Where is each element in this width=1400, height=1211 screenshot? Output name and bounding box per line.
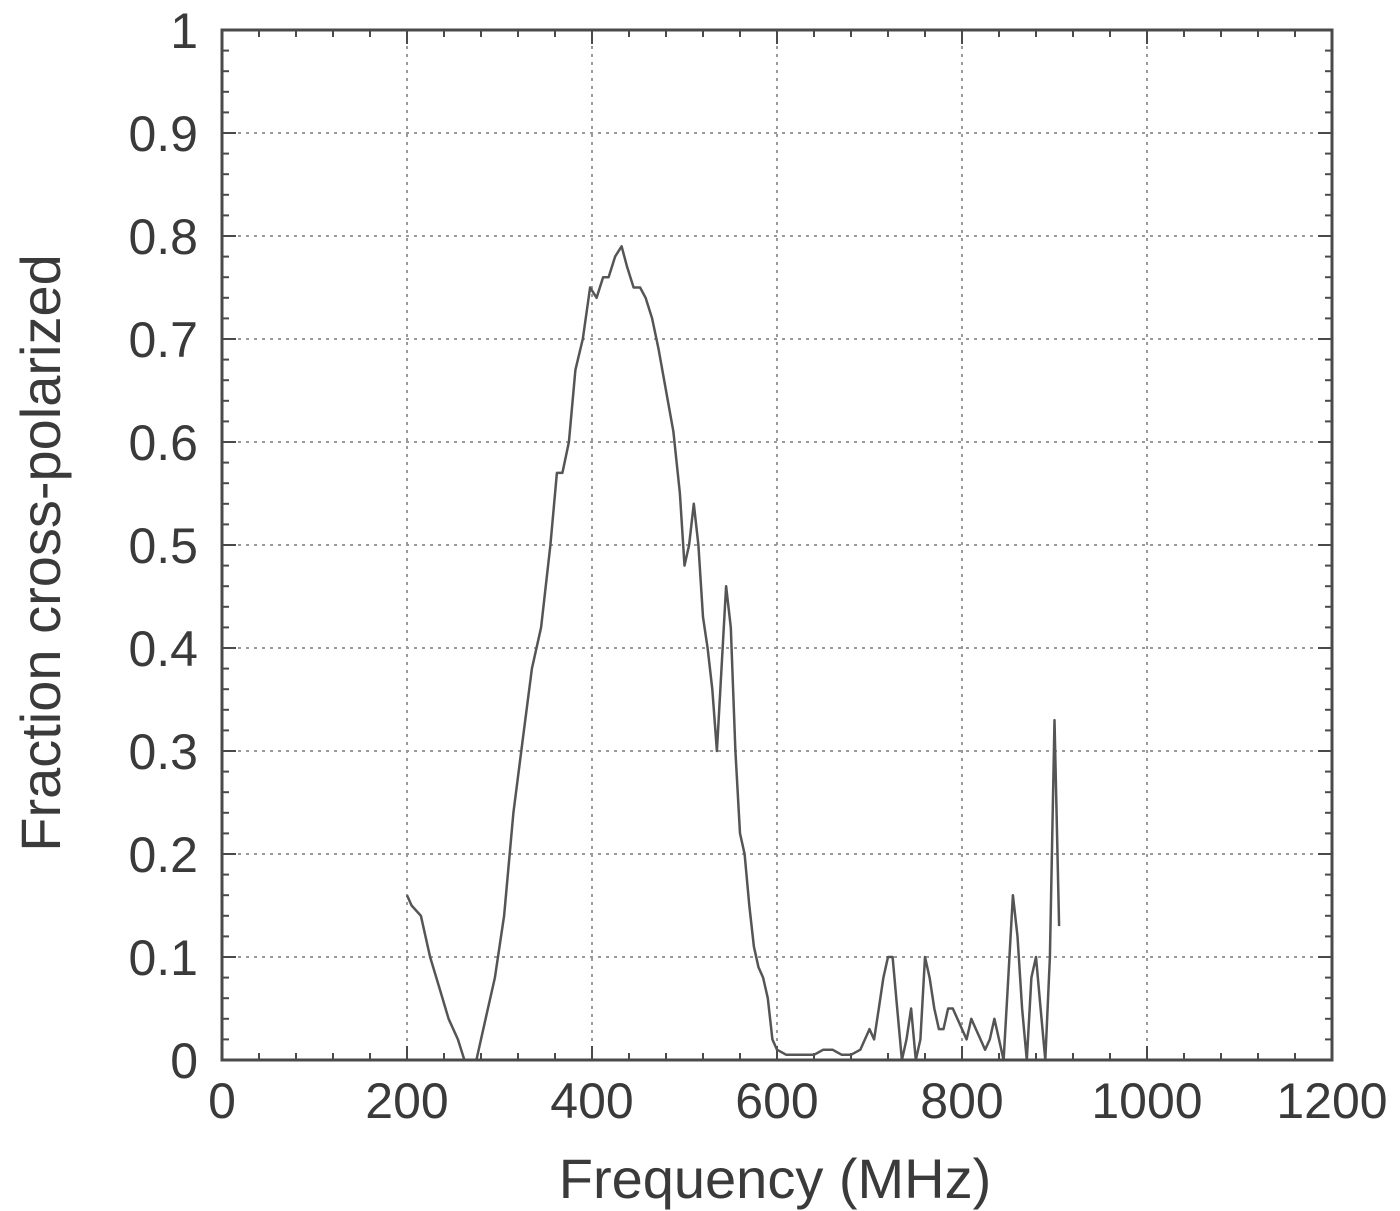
y-tick-label: 0 (170, 1033, 198, 1089)
y-tick-label: 1 (170, 3, 198, 59)
x-tick-label: 1200 (1276, 1073, 1387, 1129)
x-tick-label: 200 (365, 1073, 448, 1129)
x-axis-label: Frequency (MHz) (559, 1147, 992, 1210)
y-tick-label: 0.6 (128, 415, 198, 471)
x-tick-label: 600 (735, 1073, 818, 1129)
y-tick-label: 0.1 (128, 930, 198, 986)
y-tick-label: 0.9 (128, 106, 198, 162)
x-tick-label: 400 (550, 1073, 633, 1129)
plot-frame (220, 28, 1334, 1062)
plot-area (405, 245, 1061, 1062)
x-tick-label: 800 (920, 1073, 1003, 1129)
x-tick-label: 1000 (1091, 1073, 1202, 1129)
y-tick-label: 0.3 (128, 724, 198, 780)
y-tick-label: 0.5 (128, 518, 198, 574)
grid (222, 30, 1332, 1060)
y-axis-tick-labels: 0 0.1 0.2 0.3 0.4 0.5 0.6 0.7 0.8 0.9 1 (128, 3, 198, 1089)
y-tick-label: 0.7 (128, 312, 198, 368)
y-tick-label: 0.4 (128, 621, 198, 677)
y-tick-label: 0.8 (128, 209, 198, 265)
x-axis-tick-labels: 0 200 400 600 800 1000 1200 (208, 1073, 1388, 1129)
x-tick-label: 0 (208, 1073, 236, 1129)
y-tick-label: 0.2 (128, 827, 198, 883)
series-line (405, 245, 1061, 1062)
y-axis-label: Fraction cross-polarized (9, 254, 72, 852)
